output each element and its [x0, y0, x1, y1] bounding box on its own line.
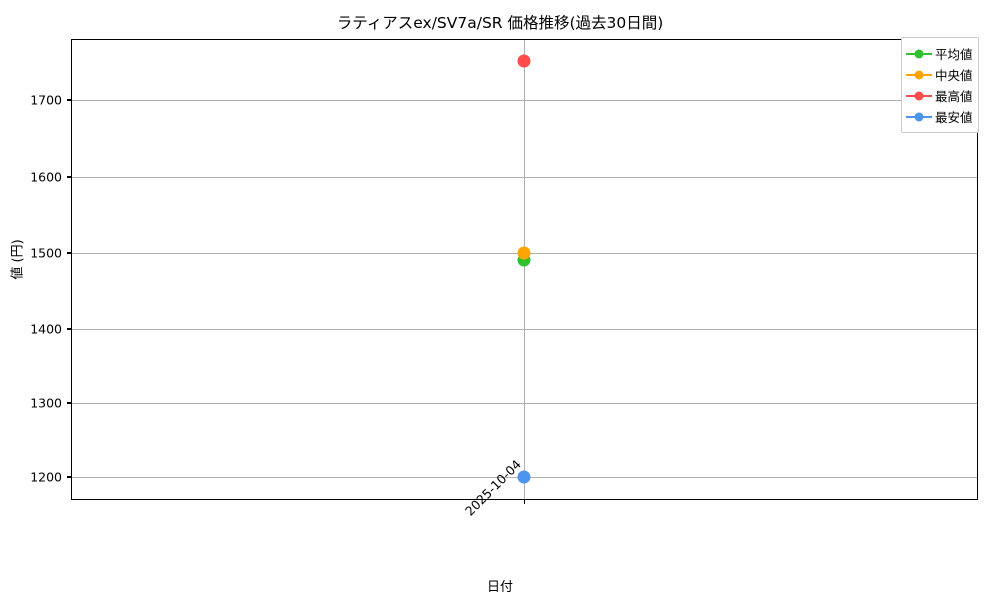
- y-tick-mark-1700: [67, 99, 71, 101]
- legend-marker-mean-icon: [906, 47, 932, 60]
- y-tick-label-1200: 1200: [30, 469, 62, 485]
- legend-marker-max-icon: [906, 89, 932, 102]
- y-tick-label-1300: 1300: [30, 395, 62, 411]
- legend-label-median: 中央値: [935, 68, 973, 83]
- plot-area: [71, 39, 978, 500]
- y-tick-label-1700: 1700: [30, 92, 62, 108]
- y-tick-mark-1400: [67, 328, 71, 330]
- y-tick-label-1400: 1400: [30, 321, 62, 337]
- legend-item-max[interactable]: 最高値: [906, 85, 974, 106]
- data-point-median[interactable]: [517, 246, 531, 260]
- legend-item-median[interactable]: 中央値: [906, 64, 974, 85]
- legend-item-mean[interactable]: 平均値: [906, 43, 974, 64]
- y-tick-mark-1500: [67, 252, 71, 254]
- y-tick-mark-1300: [67, 402, 71, 404]
- x-tick-mark-2025-10-04: [523, 500, 525, 504]
- legend-marker-min-icon: [906, 110, 932, 123]
- legend-label-mean: 平均値: [935, 47, 973, 62]
- y-axis-label: 値 (円): [10, 239, 26, 280]
- legend: 平均値 中央値 最高値 最安値: [901, 37, 979, 133]
- y-tick-mark-1600: [67, 176, 71, 178]
- y-axis-tick-labels: 1700 1600 1500 1400 1300 1200: [0, 0, 71, 600]
- legend-label-max: 最高値: [935, 89, 973, 104]
- legend-label-min: 最安値: [935, 110, 973, 125]
- data-point-min[interactable]: [517, 470, 531, 484]
- y-tick-label-1500: 1500: [30, 245, 62, 261]
- legend-marker-median-icon: [906, 68, 932, 81]
- data-point-max[interactable]: [517, 54, 531, 68]
- gridline-2025-10-04: [524, 40, 525, 499]
- y-tick-mark-1200: [67, 476, 71, 478]
- x-axis-label: 日付: [486, 580, 513, 595]
- legend-item-min[interactable]: 最安値: [906, 106, 974, 127]
- y-tick-label-1600: 1600: [30, 169, 62, 185]
- chart-title: ラティアスex/SV7a/SR 価格推移(過去30日間): [336, 14, 664, 32]
